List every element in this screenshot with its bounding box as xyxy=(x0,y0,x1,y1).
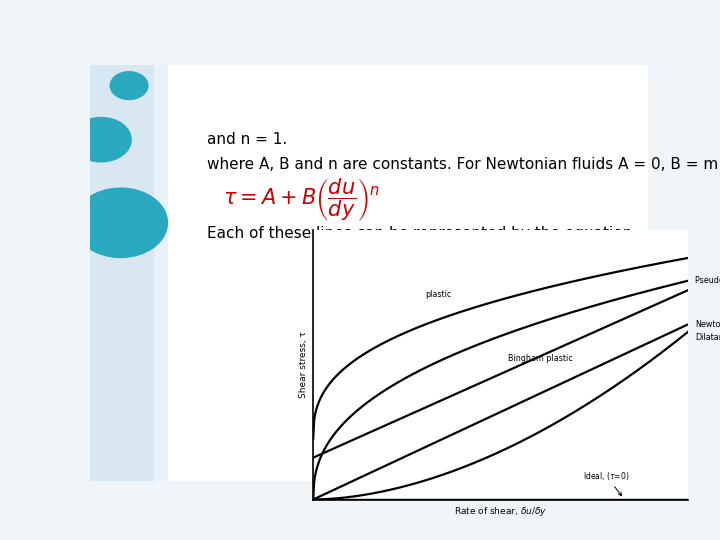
Text: Pseudo plastic: Pseudo plastic xyxy=(695,276,720,285)
Circle shape xyxy=(71,117,132,163)
Circle shape xyxy=(73,187,168,258)
Bar xyxy=(154,65,168,481)
X-axis label: Rate of shear, $\delta u/\delta y$: Rate of shear, $\delta u/\delta y$ xyxy=(454,505,547,518)
Text: where A, B and n are constants. For Newtonian fluids A = 0, B = m: where A, B and n are constants. For Newt… xyxy=(207,157,719,172)
Text: Each of these lines can be represented by the equation: Each of these lines can be represented b… xyxy=(207,226,632,241)
Text: and n = 1.: and n = 1. xyxy=(207,132,287,147)
Text: Ideal, ($\tau$=0): Ideal, ($\tau$=0) xyxy=(582,470,629,496)
Y-axis label: Shear stress, τ: Shear stress, τ xyxy=(299,331,307,398)
Circle shape xyxy=(109,71,148,100)
Bar xyxy=(90,65,154,481)
Text: plastic: plastic xyxy=(426,289,452,299)
Text: $\tau = A + B\left(\dfrac{du}{dy}\right)^n$: $\tau = A + B\left(\dfrac{du}{dy}\right)… xyxy=(223,177,381,224)
Text: Newtonian: Newtonian xyxy=(695,320,720,329)
Text: Dilatant: Dilatant xyxy=(695,333,720,342)
Text: Bingham plastic: Bingham plastic xyxy=(508,354,572,363)
